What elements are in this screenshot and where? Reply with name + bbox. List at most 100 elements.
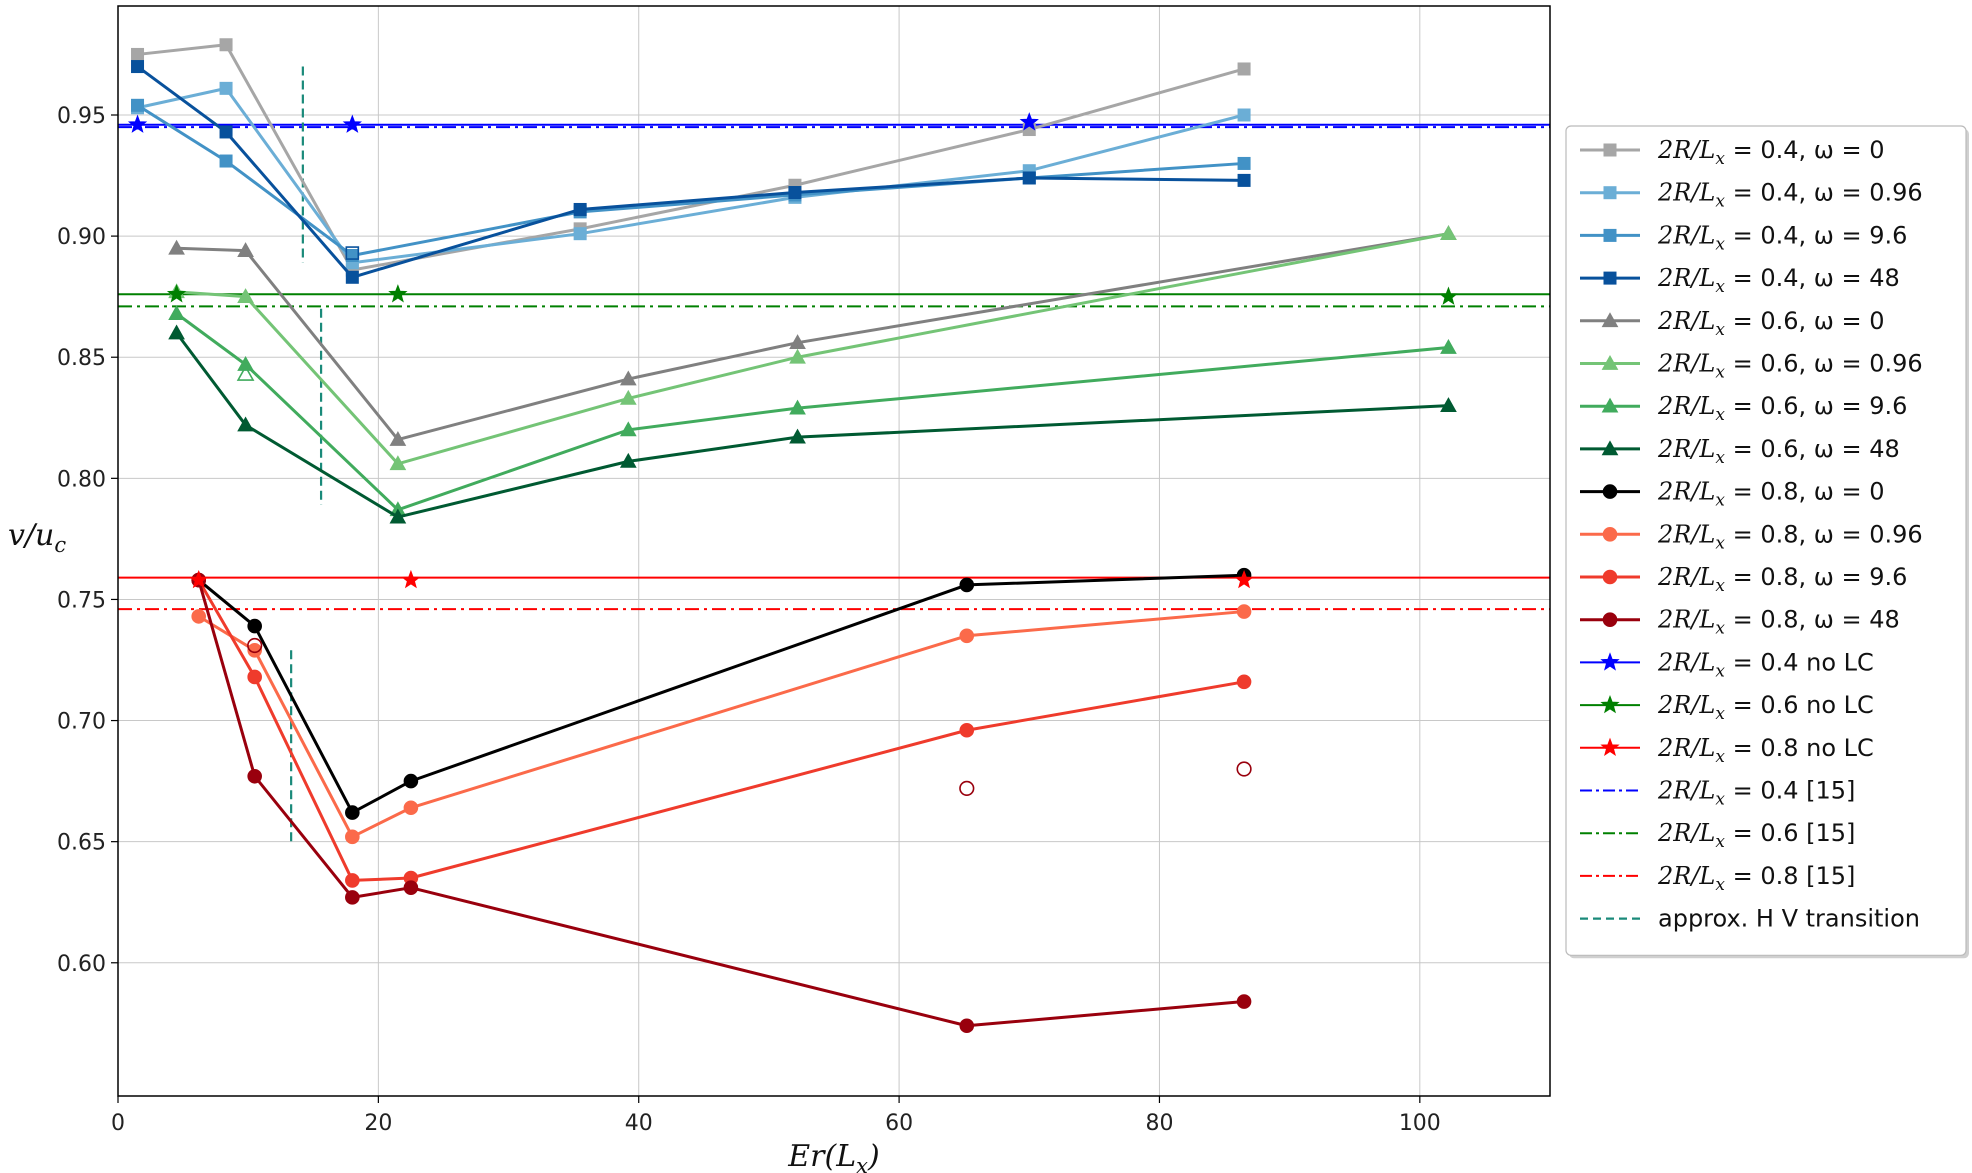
data-point: [1236, 604, 1252, 619]
data-point: [1237, 156, 1251, 170]
legend-label: 2R/Lx = 0.6 [15]: [1657, 819, 1855, 852]
data-point: [959, 628, 975, 644]
legend-label: approx. H V transition: [1658, 905, 1920, 933]
series-layer: [127, 38, 1459, 1034]
legend-marker: [1601, 312, 1619, 328]
data-point: [168, 324, 185, 340]
data-point: [403, 880, 419, 895]
legend-marker: [1601, 440, 1619, 456]
y-tick-label: 0.85: [57, 346, 106, 371]
data-point: [619, 421, 637, 437]
data-point: [166, 284, 187, 303]
legend-label: 2R/Lx = 0.6, ω = 0.96: [1657, 350, 1923, 383]
y-axis-label: v/uc: [8, 518, 66, 557]
x-tick-label: 100: [1399, 1111, 1441, 1136]
plot-frame: [117, 5, 1551, 1097]
data-point: [1237, 108, 1251, 122]
x-axis-label: Er(Lx): [787, 1139, 879, 1173]
legend-entry: 2R/Lx = 0.6, ω = 48: [1580, 435, 1900, 468]
data-point: [219, 81, 233, 95]
series: [191, 567, 1252, 820]
legend-marker: [1601, 397, 1619, 413]
legend-label: 2R/Lx = 0.6, ω = 0: [1657, 307, 1885, 340]
series-line: [197, 610, 1245, 839]
data-point: [403, 773, 419, 789]
data-point: [403, 800, 419, 816]
open-marker: [345, 246, 360, 260]
legend: 2R/Lx = 0.4, ω = 0 2R/Lx = 0.4, ω = 0.96 2…: [1565, 125, 1969, 959]
legend-marker: [1602, 484, 1618, 499]
data-point: [619, 389, 637, 405]
legend-label: 2R/Lx = 0.6 no LC: [1657, 691, 1874, 724]
data-point: [168, 239, 185, 255]
data-point: [1237, 173, 1251, 187]
y-tick-label: 0.80: [57, 467, 106, 492]
legend-entry: 2R/Lx = 0.6, ω = 0.96: [1580, 350, 1923, 383]
data-point: [247, 768, 262, 784]
series: [191, 604, 1252, 845]
legend-entry: approx. H V transition: [1580, 905, 1920, 933]
data-point: [1440, 339, 1457, 354]
series: [131, 60, 1251, 284]
data-point: [573, 227, 587, 241]
series-line: [175, 332, 1449, 519]
data-point: [345, 873, 360, 888]
legend-entry: 2R/Lx = 0.6, ω = 0: [1580, 307, 1885, 340]
data-point: [237, 355, 254, 371]
legend-entry: 2R/Lx = 0.4, ω = 0: [1580, 136, 1885, 169]
no-lc-markers: [166, 284, 1459, 305]
legend-entry: 2R/Lx = 0.4 no LC: [1580, 648, 1874, 681]
legend-marker: [1600, 694, 1620, 714]
legend-label: 2R/Lx = 0.8, ω = 0.96: [1657, 520, 1923, 553]
data-point: [247, 669, 262, 685]
data-point: [247, 643, 262, 658]
legend-label: 2R/Lx = 0.6, ω = 9.6: [1657, 392, 1907, 425]
data-point: [959, 1018, 975, 1034]
no-lc-markers: [127, 112, 1039, 133]
data-point: [127, 114, 148, 133]
data-point: [789, 399, 806, 415]
legend-marker: [1600, 652, 1620, 671]
series-line: [176, 232, 1449, 442]
open-marker: [236, 365, 255, 381]
data-point: [131, 47, 145, 61]
y-tick-label: 0.75: [57, 588, 106, 613]
data-point: [1237, 62, 1251, 76]
legend-label: 2R/Lx = 0.4 [15]: [1657, 777, 1855, 810]
data-point: [388, 284, 408, 303]
data-point: [389, 455, 407, 471]
data-point: [389, 508, 407, 524]
open-markers: [236, 246, 1252, 796]
data-point: [1440, 225, 1457, 241]
data-point: [959, 722, 975, 738]
series: [168, 324, 1457, 524]
legend-entry: 2R/Lx = 0.4 [15]: [1580, 777, 1855, 810]
series: [168, 225, 1457, 446]
data-point: [619, 370, 637, 386]
no-lc-markers: [189, 569, 1254, 589]
data-point: [189, 569, 209, 589]
data-point: [237, 416, 254, 432]
open-marker: [1236, 761, 1252, 777]
series: [131, 98, 1251, 262]
data-point: [789, 348, 806, 364]
legend-entry: 2R/Lx = 0.8, ω = 0.96: [1580, 520, 1923, 553]
x-tick-label: 60: [885, 1111, 913, 1136]
series-line: [197, 579, 1245, 1028]
legend-label: 2R/Lx = 0.8 no LC: [1657, 734, 1874, 767]
series: [168, 225, 1457, 471]
data-point: [219, 38, 233, 52]
series: [191, 572, 1252, 1034]
y-tick-label: 0.95: [57, 104, 106, 129]
data-point: [1234, 569, 1254, 589]
data-point: [345, 829, 360, 845]
data-point: [959, 577, 975, 593]
legend-marker: [1603, 271, 1617, 285]
data-point: [345, 805, 360, 820]
legend-label: 2R/Lx = 0.8, ω = 48: [1657, 606, 1900, 639]
legend-marker: [1600, 737, 1620, 756]
legend-entry: 2R/Lx = 0.8, ω = 9.6: [1580, 563, 1907, 596]
data-point: [342, 114, 362, 133]
data-point: [1022, 171, 1036, 185]
